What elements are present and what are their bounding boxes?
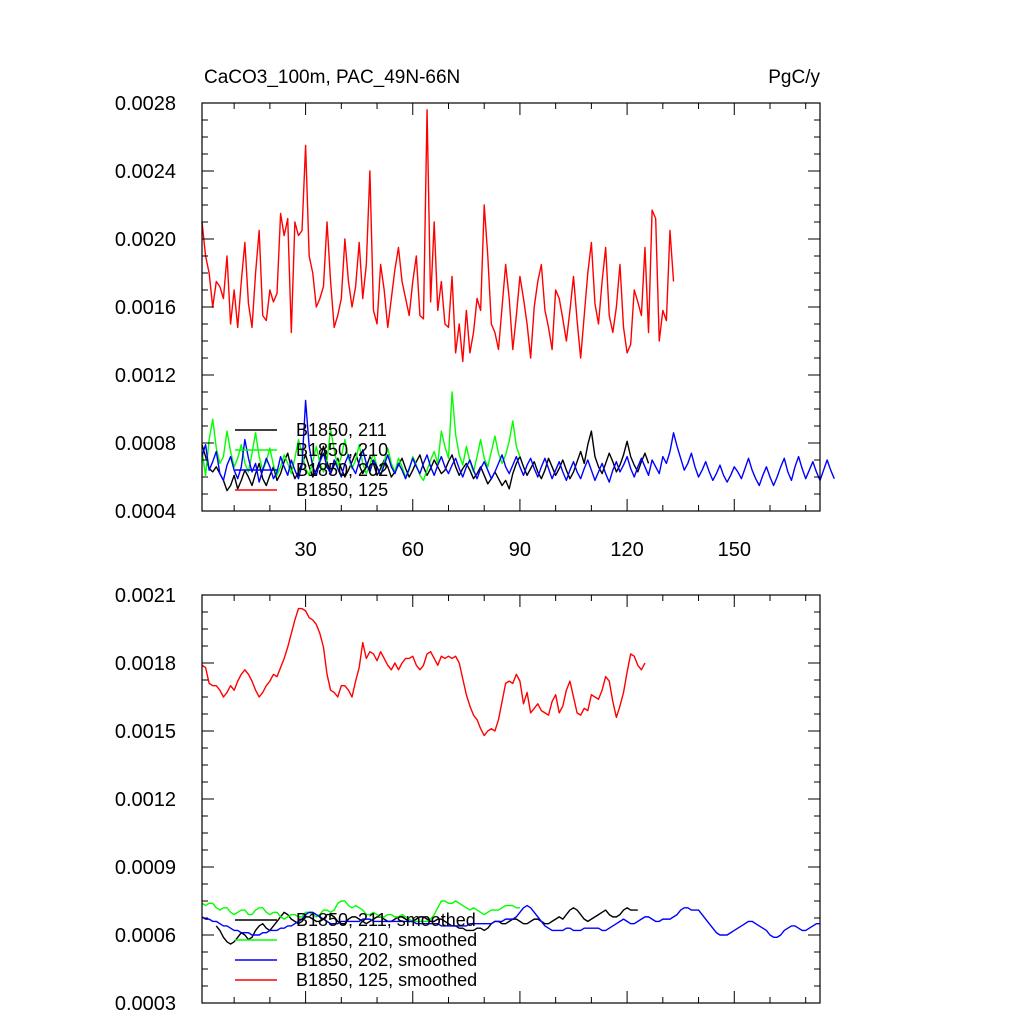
units-label: PgC/y: [768, 67, 820, 88]
legend-label-0: B1850, 211: [296, 420, 387, 440]
y-tick-label: 0.0003: [115, 993, 176, 1015]
legend-label-2: B1850, 202: [296, 460, 388, 480]
plot-frame: [201, 594, 821, 1004]
y-tick-label: 0.0016: [115, 297, 176, 319]
chart-title: CaCO3_100m, PAC_49N-66N: [204, 67, 460, 88]
plot-frame: [201, 102, 821, 512]
x-tick-label: 30: [294, 539, 316, 561]
x-tick-label: 150: [718, 539, 751, 561]
legend-label-1: B1850, 210, smoothed: [296, 930, 477, 950]
y-tick-label: 0.0012: [115, 789, 176, 811]
y-tick-label: 0.0020: [115, 229, 176, 251]
bottom-panel: 0.0003 0.0006 0.0009 0.0012 0.0015 0.0018 0.00…: [115, 585, 821, 1015]
series-line-1-0: [215, 907, 638, 945]
series-line-1-1: [201, 900, 520, 923]
y-tick-label: 0.0009: [115, 857, 176, 879]
legend-label-3: B1850, 125, smoothed: [296, 970, 477, 990]
y-tick-label: 0.0006: [115, 925, 176, 947]
y-tick-label: 0.0004: [115, 501, 176, 523]
legend-label-2: B1850, 202, smoothed: [296, 950, 477, 970]
legend-label-0: B1850, 211, smoothed: [296, 910, 476, 930]
series-line-0-3: [201, 109, 675, 363]
y-tick-label: 0.0024: [115, 161, 176, 183]
x-tick-label: 60: [402, 539, 424, 561]
legend-label-1: B1850, 210: [296, 440, 388, 460]
y-tick-label: 0.0008: [115, 433, 176, 455]
x-tick-label: 120: [610, 539, 643, 561]
legend-label-3: B1850, 125: [296, 480, 388, 500]
y-tick-label: 0.0028: [115, 93, 176, 115]
series-line-0-2: [201, 399, 835, 487]
y-tick-label: 0.0015: [115, 721, 176, 743]
series-line-1-3: [201, 607, 646, 737]
y-tick-label: 0.0018: [115, 653, 176, 675]
y-tick-label: 0.0012: [115, 365, 176, 387]
series-line-0-0: [201, 430, 650, 492]
y-tick-label: 0.0021: [115, 585, 176, 607]
top-panel: CaCO3_100m, PAC_49N-66N PgC/y 30 60 90 120 150…: [115, 67, 835, 561]
series-line-1-2: [201, 904, 820, 938]
x-tick-label: 90: [509, 539, 531, 561]
